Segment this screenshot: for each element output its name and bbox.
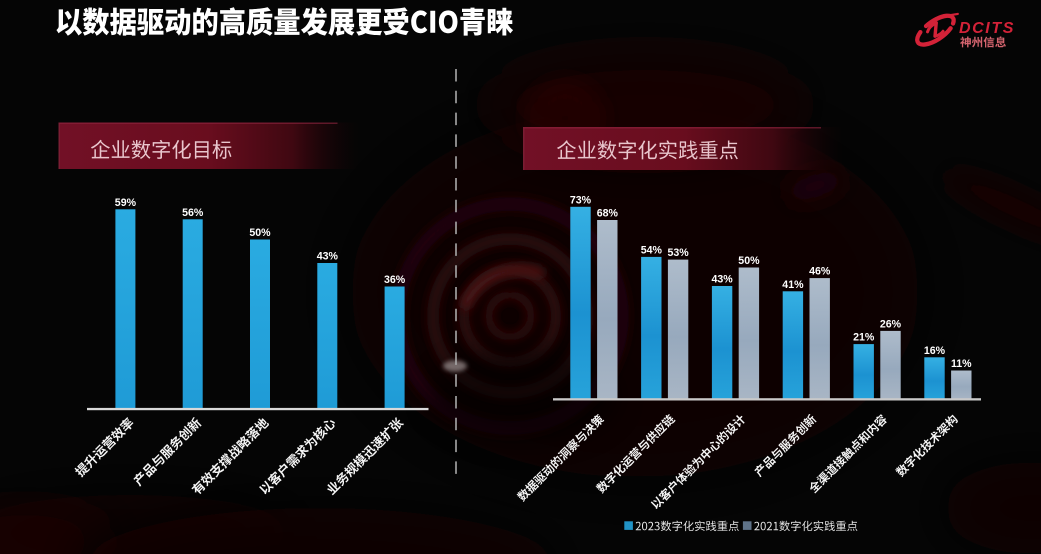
svg-text:56%: 56% (182, 207, 204, 219)
svg-text:43%: 43% (317, 251, 339, 263)
svg-text:43%: 43% (711, 274, 733, 286)
svg-text:50%: 50% (738, 255, 760, 267)
svg-text:11%: 11% (951, 358, 972, 370)
svg-text:36%: 36% (384, 274, 406, 286)
svg-text:73%: 73% (570, 194, 592, 206)
svg-text:26%: 26% (880, 318, 902, 330)
svg-text:46%: 46% (809, 266, 831, 278)
svg-text:16%: 16% (924, 345, 946, 357)
svg-text:68%: 68% (597, 208, 619, 220)
svg-text:54%: 54% (641, 244, 663, 256)
svg-text:41%: 41% (782, 279, 804, 291)
svg-text:50%: 50% (249, 227, 271, 239)
svg-text:53%: 53% (667, 247, 689, 259)
svg-text:59%: 59% (115, 197, 137, 209)
svg-text:DCITS: DCITS (959, 20, 1015, 37)
svg-text:21%: 21% (853, 332, 875, 344)
